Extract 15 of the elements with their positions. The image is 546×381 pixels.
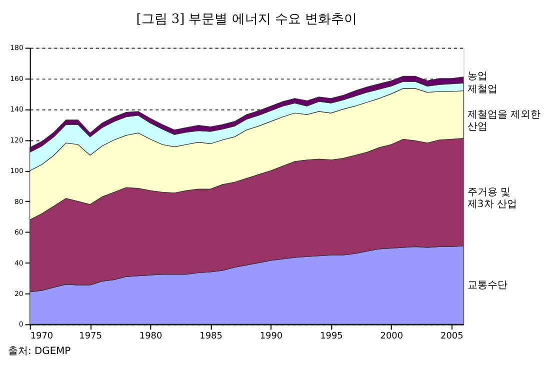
x-tick-label: 1970 — [30, 332, 54, 342]
x-tick-label: 1975 — [79, 332, 102, 342]
x-tick-label: 1990 — [260, 332, 283, 342]
x-tick-label: 1995 — [320, 332, 343, 342]
chart-title: [그림 3] 부문별 에너지 수요 변화추이 — [136, 12, 358, 27]
x-tick-label: 1985 — [200, 332, 222, 342]
x-tick-label: 2000 — [380, 332, 404, 342]
series-label: 주거용 및 제3차 산업 — [467, 187, 517, 210]
series-label: 제철업 — [467, 84, 498, 95]
x-tick-label: 2005 — [440, 332, 464, 342]
series-label: 농업 — [467, 70, 488, 82]
source-note: 출처: DGEMP — [8, 346, 71, 358]
x-tick-label: 1980 — [139, 332, 162, 342]
series-label: 교통수단 — [467, 280, 508, 292]
series-label: 제철업을 제외한 산업 — [467, 110, 541, 132]
